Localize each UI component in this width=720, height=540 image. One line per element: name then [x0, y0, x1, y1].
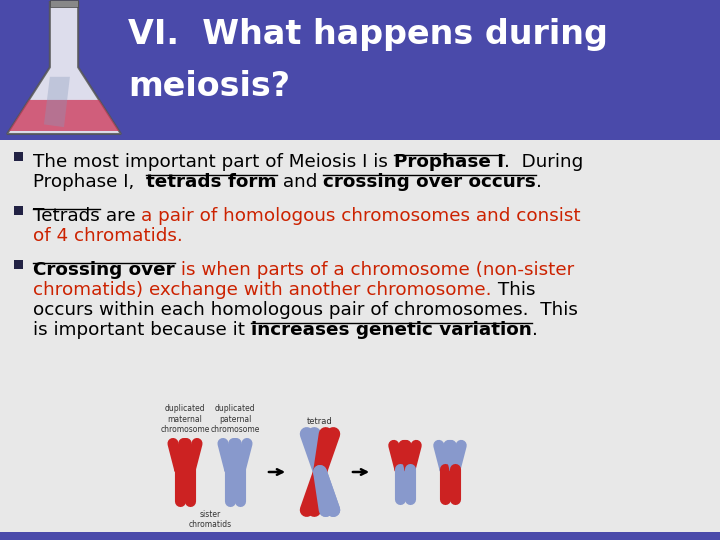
Text: is important because it: is important because it — [33, 321, 251, 339]
Text: Prophase I: Prophase I — [394, 153, 504, 171]
Text: a pair of homologous chromosomes and consist: a pair of homologous chromosomes and con… — [141, 207, 581, 225]
Text: duplicated
paternal
chromosome: duplicated paternal chromosome — [210, 404, 260, 434]
Text: are: are — [100, 207, 141, 225]
Text: .: . — [536, 173, 541, 191]
FancyBboxPatch shape — [0, 0, 720, 140]
Text: VI.  What happens during: VI. What happens during — [128, 18, 608, 51]
Text: increases genetic variation: increases genetic variation — [251, 321, 531, 339]
Polygon shape — [44, 77, 70, 127]
FancyBboxPatch shape — [14, 152, 23, 161]
Text: occurs within each homologous pair of chromosomes.  This: occurs within each homologous pair of ch… — [33, 301, 578, 319]
Text: Prophase I,: Prophase I, — [33, 173, 146, 191]
Text: chromatids) exchange with another chromosome.: chromatids) exchange with another chromo… — [33, 281, 492, 299]
Text: and: and — [276, 173, 323, 191]
FancyBboxPatch shape — [50, 0, 78, 7]
Text: of 4 chromatids.: of 4 chromatids. — [33, 227, 183, 245]
Text: tetrads form: tetrads form — [146, 173, 276, 191]
Polygon shape — [9, 100, 119, 131]
FancyBboxPatch shape — [14, 206, 23, 215]
Text: is when parts of a chromosome (non-sister: is when parts of a chromosome (non-siste… — [175, 261, 574, 279]
Text: .: . — [531, 321, 538, 339]
Polygon shape — [7, 2, 121, 134]
Text: Crossing over: Crossing over — [33, 261, 175, 279]
Text: .  During: . During — [504, 153, 583, 171]
Text: crossing over occurs: crossing over occurs — [323, 173, 536, 191]
FancyBboxPatch shape — [0, 532, 720, 540]
Text: tetrad: tetrad — [307, 417, 333, 426]
Text: sister
chromatids: sister chromatids — [189, 510, 232, 529]
Text: Tetrads: Tetrads — [33, 207, 100, 225]
FancyBboxPatch shape — [14, 260, 23, 269]
Text: The most important part of Meiosis I is: The most important part of Meiosis I is — [33, 153, 394, 171]
Text: meiosis?: meiosis? — [128, 70, 290, 103]
Text: duplicated
maternal
chromosome: duplicated maternal chromosome — [161, 404, 210, 434]
Text: This: This — [492, 281, 535, 299]
